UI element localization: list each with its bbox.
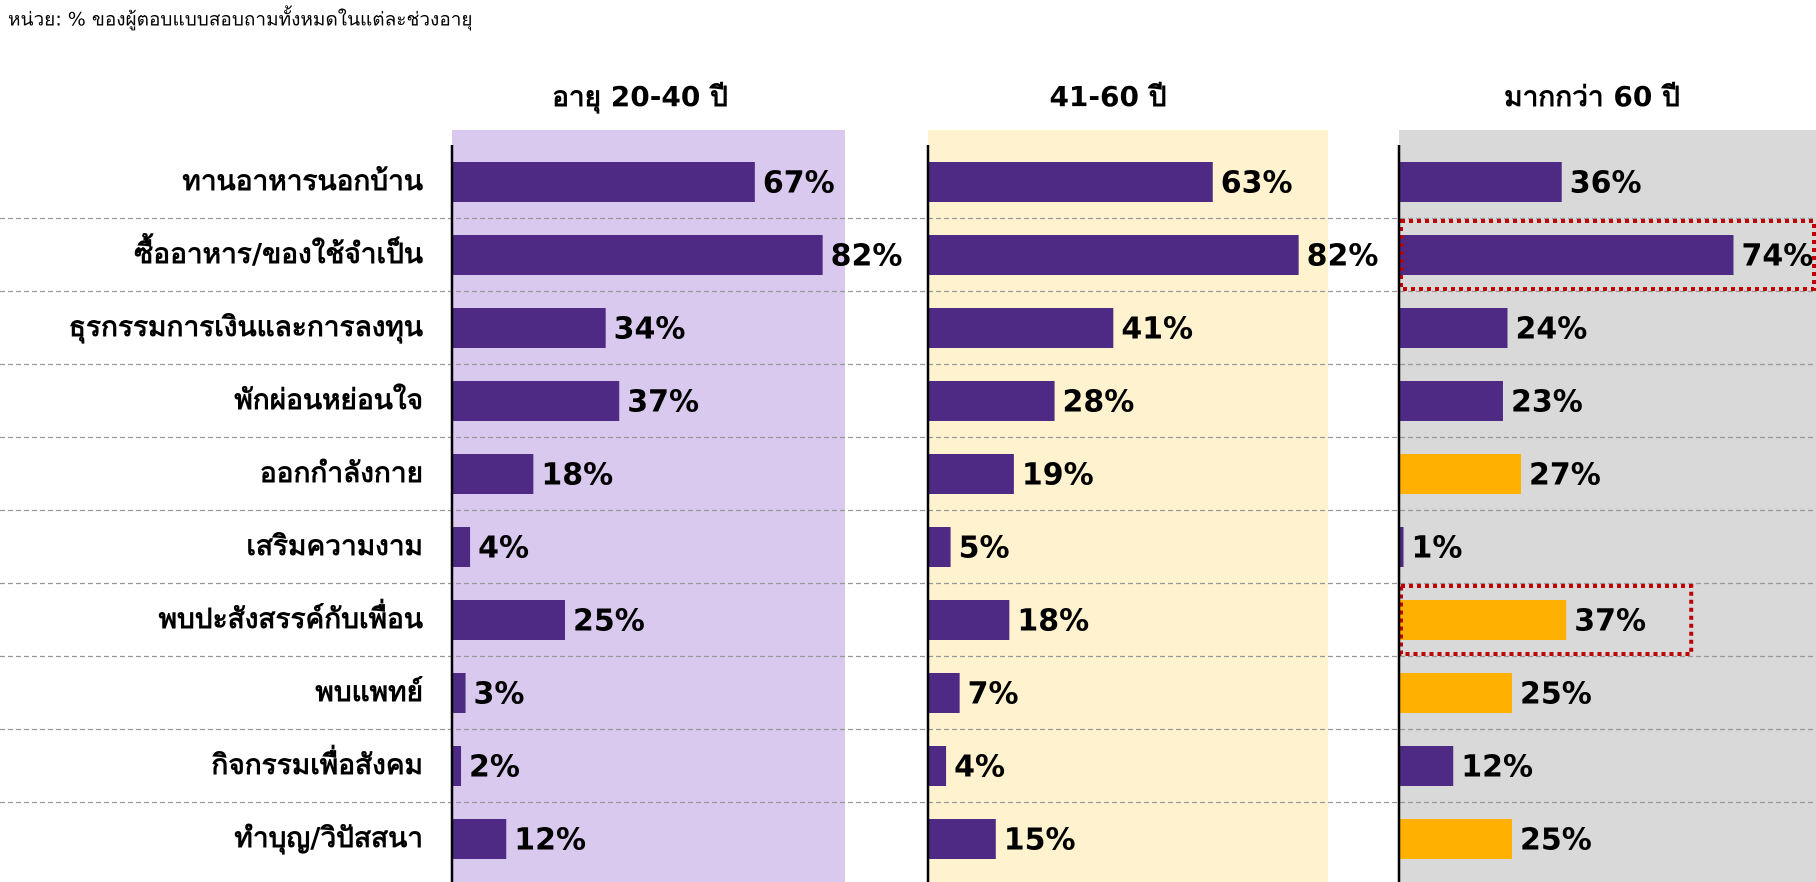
value-label: 25%: [573, 604, 645, 639]
value-label: 3%: [474, 677, 525, 712]
category-label: พบแพทย์: [315, 675, 423, 708]
bar: [452, 819, 506, 859]
value-label: 4%: [478, 531, 529, 566]
bar: [452, 600, 565, 640]
value-label: 27%: [1529, 458, 1601, 493]
bar: [928, 819, 996, 859]
bar: [452, 308, 606, 348]
bar: [452, 235, 823, 275]
subtitle: หน่วย: % ของผู้ตอบแบบสอบถามทั้งหมดในแต่ล…: [8, 6, 473, 32]
panel-title: อายุ 20-40 ปี: [552, 80, 728, 114]
value-label: 67%: [763, 166, 835, 201]
value-label: 18%: [541, 458, 613, 493]
bar: [1399, 819, 1512, 859]
panel-title: มากกว่า 60 ปี: [1504, 80, 1680, 113]
bar: [452, 381, 619, 421]
category-label: พักผ่อนหย่อนใจ: [234, 383, 423, 416]
value-label: 18%: [1017, 604, 1089, 639]
category-label: เสริมความงาม: [246, 529, 423, 562]
bar: [452, 454, 533, 494]
bar: [452, 746, 461, 786]
bar: [928, 527, 951, 567]
value-label: 63%: [1221, 166, 1293, 201]
bar: [1399, 673, 1512, 713]
value-label: 28%: [1063, 385, 1135, 420]
value-label: 19%: [1022, 458, 1094, 493]
value-label: 36%: [1570, 166, 1642, 201]
bar: [1399, 381, 1503, 421]
category-label: ออกกำลังกาย: [260, 456, 423, 489]
value-label: 15%: [1004, 823, 1076, 858]
value-label: 2%: [469, 750, 520, 785]
value-label: 82%: [831, 239, 903, 274]
value-label: 24%: [1515, 312, 1587, 347]
value-label: 25%: [1520, 677, 1592, 712]
bar: [1399, 308, 1507, 348]
bar: [452, 673, 466, 713]
category-label: ธุรกรรมการเงินและการลงทุน: [69, 310, 423, 344]
category-label: ทำบุญ/วิปัสสนา: [234, 821, 423, 855]
bar: [928, 162, 1213, 202]
bar: [928, 454, 1014, 494]
value-label: 41%: [1121, 312, 1193, 347]
category-label: ซื้ออาหาร/ของใช้จำเป็น: [134, 232, 423, 270]
bar: [1399, 235, 1733, 275]
value-label: 34%: [614, 312, 686, 347]
value-label: 5%: [959, 531, 1010, 566]
value-label: 12%: [1461, 750, 1533, 785]
value-label: 74%: [1741, 239, 1813, 274]
value-label: 25%: [1520, 823, 1592, 858]
bar: [1399, 746, 1453, 786]
panel-title: 41-60 ปี: [1049, 80, 1166, 113]
value-label: 12%: [514, 823, 586, 858]
bar: [928, 673, 960, 713]
value-label: 37%: [1574, 604, 1646, 639]
value-label: 7%: [968, 677, 1019, 712]
category-label: ทานอาหารนอกบ้าน: [182, 164, 423, 197]
bar: [928, 381, 1055, 421]
bar: [928, 746, 946, 786]
category-label: กิจกรรมเพื่อสังคม: [211, 744, 423, 781]
bar: [1399, 600, 1566, 640]
bar: [928, 308, 1113, 348]
bar: [1399, 454, 1521, 494]
chart: หน่วย: % ของผู้ตอบแบบสอบถามทั้งหมดในแต่ล…: [0, 0, 1816, 882]
bar: [452, 162, 755, 202]
value-label: 1%: [1412, 531, 1463, 566]
value-label: 4%: [954, 750, 1005, 785]
value-label: 82%: [1307, 239, 1379, 274]
value-label: 23%: [1511, 385, 1583, 420]
bar: [1399, 162, 1562, 202]
bar: [452, 527, 470, 567]
bar: [928, 600, 1009, 640]
category-label: พบปะสังสรรค์กับเพื่อน: [159, 598, 423, 635]
bar: [928, 235, 1299, 275]
value-label: 37%: [627, 385, 699, 420]
